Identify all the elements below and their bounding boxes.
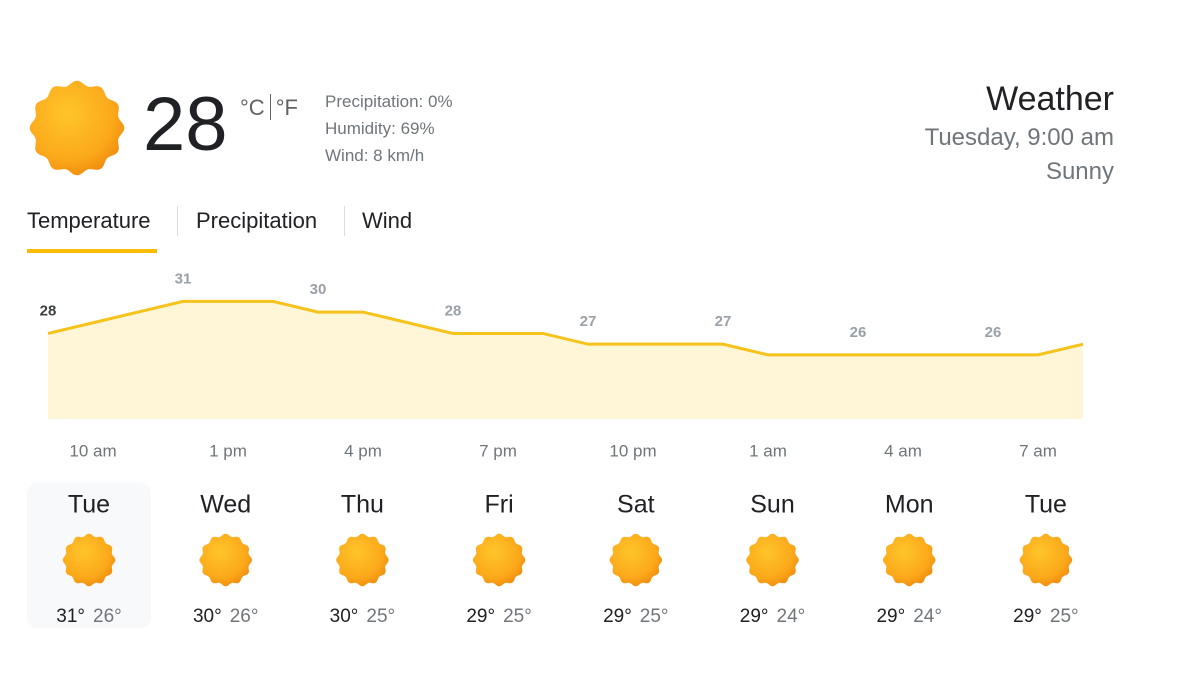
low-temp: 24°: [777, 606, 806, 627]
tab-separator: [344, 206, 345, 236]
low-temp: 25°: [503, 606, 532, 627]
tab-separator: [177, 206, 178, 236]
data-label: 26: [850, 324, 867, 341]
x-tick-label: 10 pm: [609, 441, 656, 460]
x-tick-label: 4 pm: [344, 441, 382, 460]
low-temp: 25°: [640, 606, 669, 627]
temperature-line: [47, 299, 1084, 357]
x-tick-label: 4 am: [884, 441, 922, 460]
data-label: 28: [40, 302, 57, 319]
sun-icon: [882, 533, 936, 587]
humidity: Humidity: 69%: [325, 119, 435, 138]
x-tick-label: 1 pm: [209, 441, 247, 460]
x-tick-label: 7 am: [1019, 441, 1057, 460]
high-temp: 29°: [876, 606, 905, 627]
temperature-chart: 28 10 am 31 1 pm 30 4 pm 28 7 pm 27 10 pm 27 1 am 26…: [40, 270, 1084, 460]
units: °C °F: [240, 94, 298, 121]
sun-icon: [472, 533, 526, 587]
data-label: 27: [580, 313, 597, 330]
sun-icon: [62, 533, 116, 587]
high-temp: 29°: [740, 606, 769, 627]
tab[interactable]: Wind: [362, 208, 413, 233]
precipitation: Precipitation: 0%: [325, 92, 453, 111]
low-temp: 26°: [230, 606, 259, 627]
low-temp: 25°: [366, 606, 395, 627]
high-temp: 29°: [603, 606, 632, 627]
area-fill: [48, 301, 1083, 419]
data-label: 31: [175, 270, 192, 287]
sun-icon: [746, 533, 799, 587]
day-name: Sat: [617, 491, 655, 519]
forecast: Tue 31° 26° Wed 30° 26° Thu 30° 25° Fri 29° 25° Sat 2…: [56, 491, 1078, 627]
high-temp: 30°: [330, 606, 359, 627]
tab[interactable]: Precipitation: [196, 208, 318, 233]
sun-icon: [336, 533, 389, 587]
current-temperature: 28: [143, 82, 228, 167]
low-temp: 26°: [93, 606, 122, 627]
datetime: Tuesday, 9:00 am: [924, 124, 1114, 151]
unit-celsius[interactable]: °C: [240, 95, 265, 120]
unit-fahrenheit[interactable]: °F: [275, 95, 298, 120]
data-label: 27: [715, 313, 732, 330]
sun-icon: [199, 533, 252, 587]
x-tick-label: 7 pm: [479, 441, 517, 460]
sun-icon: [609, 533, 662, 587]
tab-underline: [27, 249, 157, 253]
high-temp: 30°: [193, 606, 222, 627]
day-name: Wed: [200, 491, 251, 519]
x-tick-label: 10 am: [69, 441, 116, 460]
day-name: Thu: [341, 491, 384, 519]
sun-icon: [29, 80, 125, 176]
day-name: Tue: [68, 491, 110, 519]
day-name: Tue: [1025, 491, 1067, 519]
wind: Wind: 8 km/h: [325, 146, 425, 165]
day-name: Sun: [750, 491, 794, 519]
low-temp: 25°: [1050, 606, 1079, 627]
title: Weather: [986, 80, 1114, 118]
low-temp: 24°: [913, 606, 942, 627]
condition: Sunny: [1045, 158, 1114, 185]
data-label: 30: [310, 281, 327, 298]
day-name: Mon: [885, 491, 934, 519]
high-temp: 29°: [466, 606, 495, 627]
data-label: 28: [445, 302, 462, 319]
x-tick-label: 1 am: [749, 441, 787, 460]
data-label: 26: [985, 324, 1002, 341]
high-temp: 31°: [56, 606, 85, 627]
sun-icon: [1019, 533, 1073, 587]
high-temp: 29°: [1013, 606, 1042, 627]
tab[interactable]: Temperature: [27, 208, 151, 233]
unit-separator: [269, 94, 271, 120]
day-name: Fri: [485, 491, 514, 519]
